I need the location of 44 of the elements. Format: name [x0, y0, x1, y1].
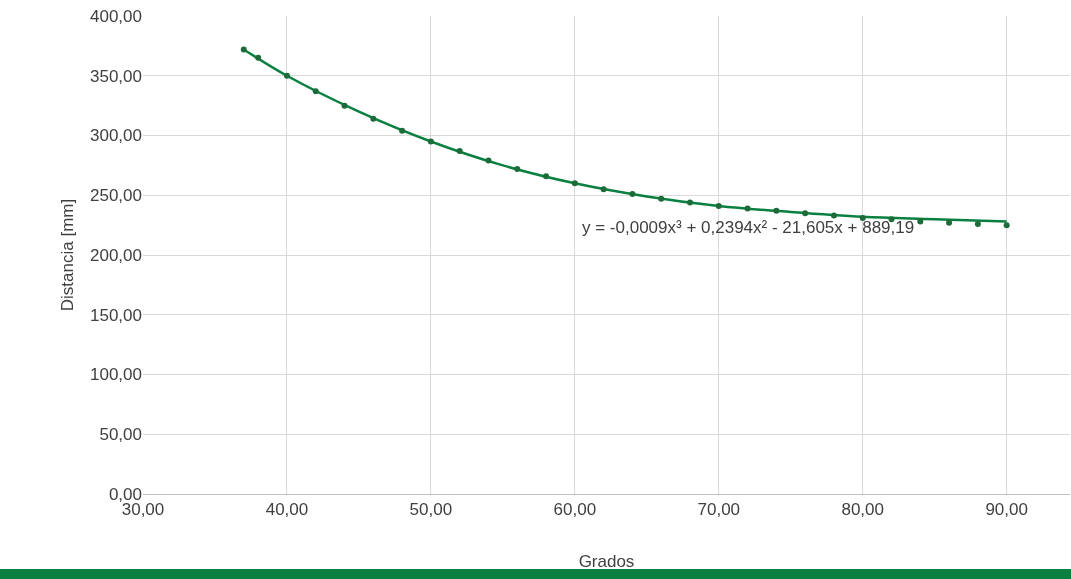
- x-axis-title: Grados: [578, 551, 635, 571]
- point: [917, 218, 924, 225]
- point: [283, 72, 290, 79]
- point: [600, 186, 607, 193]
- annotation: y = -0,0009x³ + 0,2394x² - 21,605x + 889,19: [582, 218, 915, 237]
- y-tick-label: 250,00: [90, 186, 142, 206]
- point: [456, 148, 463, 155]
- point: [1003, 222, 1010, 229]
- y-tick-label: 150,00: [90, 305, 142, 325]
- point: [399, 127, 406, 134]
- x-tick-label: 80,00: [841, 500, 884, 520]
- point: [744, 205, 751, 212]
- point: [255, 54, 262, 61]
- point: [773, 207, 780, 214]
- x-tick-label: 40,00: [265, 500, 309, 520]
- x-tick-label: 70,00: [697, 500, 741, 520]
- point: [571, 180, 578, 187]
- y-axis-title: Distancia [mm]: [57, 198, 77, 312]
- point: [240, 46, 247, 53]
- point: [485, 157, 492, 164]
- x-tick-label: 90,00: [985, 500, 1028, 520]
- point: [686, 199, 693, 206]
- y-tick-label: 350,00: [90, 66, 142, 86]
- point: [370, 115, 377, 122]
- point: [629, 191, 636, 198]
- y-tick-label: 100,00: [90, 365, 142, 385]
- y-tick-label: 200,00: [90, 245, 142, 265]
- point: [341, 102, 348, 109]
- point: [946, 219, 953, 226]
- y-tick-label: 50,00: [99, 425, 142, 445]
- point: [830, 212, 837, 219]
- y-tick-label: 400,00: [90, 6, 142, 26]
- point: [859, 214, 866, 221]
- point: [715, 203, 722, 210]
- point: [514, 165, 521, 172]
- point: [312, 88, 319, 95]
- point: [974, 220, 981, 227]
- point: [658, 195, 665, 202]
- point: [802, 210, 809, 217]
- x-tick-label: 60,00: [553, 500, 597, 520]
- x-tick-label: 50,00: [409, 500, 453, 520]
- point: [427, 138, 434, 145]
- point: [543, 173, 550, 180]
- y-tick-label: 300,00: [90, 126, 142, 146]
